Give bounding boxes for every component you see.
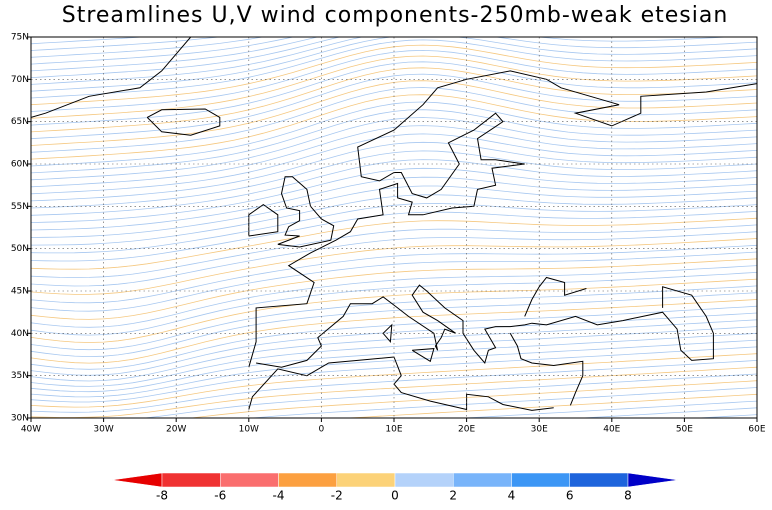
y-tick-label: 35N	[11, 371, 29, 381]
coastline	[622, 286, 714, 361]
x-tick-label: 0	[319, 425, 325, 435]
streamline	[247, 387, 757, 418]
x-tick-label: 20E	[458, 425, 475, 435]
coastline	[248, 203, 279, 237]
colorbar-segment	[336, 472, 396, 488]
streamline	[31, 278, 757, 343]
y-tick-label: 75N	[11, 33, 29, 43]
streamline	[575, 407, 757, 418]
x-tick-label: 30W	[93, 425, 113, 435]
streamline	[31, 299, 757, 364]
streamline	[31, 73, 757, 140]
colorbar-label: -8	[156, 489, 168, 503]
streamline	[31, 101, 757, 167]
streamline	[31, 37, 265, 58]
streamline	[31, 159, 757, 216]
streamline	[31, 292, 757, 358]
colorbar-label: 4	[508, 489, 516, 503]
colorbar-label: -4	[273, 489, 285, 503]
streamline	[17, 434, 772, 479]
colorbar-label: -6	[214, 489, 226, 503]
colorbar-label: -2	[331, 489, 343, 503]
streamline	[31, 244, 757, 304]
streamline	[31, 37, 757, 85]
y-tick-label: 60N	[11, 160, 29, 170]
streamline	[31, 203, 757, 254]
colorbar-segment	[453, 472, 512, 488]
colorbar-label: 8	[624, 489, 632, 503]
streamline	[31, 133, 757, 195]
map-frame	[30, 36, 758, 419]
streamline	[31, 150, 757, 209]
grid: 40W 30W 20W 10W 0 10E 20E 30E 40E 50E 60E 30N 35N 40N…	[11, 33, 766, 435]
x-tick-label: 30E	[531, 425, 548, 435]
streamline	[31, 141, 757, 202]
colorbar-segment	[278, 472, 337, 488]
coastline	[524, 276, 587, 317]
map-title: Streamlines U,V wind components-250mb-we…	[62, 3, 729, 28]
y-tick-label: 30N	[11, 414, 29, 424]
y-tick-label: 55N	[11, 202, 29, 212]
y-tick-label: 65N	[11, 117, 29, 127]
colorbar-segment	[394, 472, 454, 488]
y-tick-label: 45N	[11, 287, 29, 297]
x-tick-label: 20W	[166, 425, 186, 435]
streamline	[31, 37, 295, 65]
colorbar: -8 -6 -4 -2 0 2 4 6 8	[111, 472, 679, 503]
colorbar-end	[627, 472, 679, 488]
x-tick-label: 10E	[385, 425, 402, 435]
x-tick-label: 10W	[239, 425, 259, 435]
streamline	[31, 176, 757, 231]
streamline	[31, 326, 757, 387]
coastline	[146, 108, 221, 136]
streamline	[31, 167, 757, 224]
coastline	[248, 356, 554, 411]
streamline	[141, 373, 757, 418]
streamline	[31, 339, 757, 398]
y-tick-label: 70N	[11, 75, 29, 85]
y-tick-label: 40N	[11, 329, 29, 339]
colorbar-segment	[161, 472, 221, 488]
streamline	[31, 353, 757, 408]
colorbar-segment	[220, 472, 279, 488]
streamline	[31, 55, 757, 119]
colorbar-label: 2	[449, 489, 457, 503]
colorbar-label: 0	[391, 489, 399, 503]
colorbar-segment	[511, 472, 570, 488]
streamline	[31, 61, 757, 126]
coastlines	[31, 37, 757, 411]
streamline	[31, 251, 757, 312]
streamline	[31, 109, 757, 174]
x-tick-label: 60E	[748, 425, 765, 435]
x-tick-label: 50E	[676, 425, 693, 435]
streamline	[31, 37, 757, 92]
coastline	[248, 70, 757, 368]
coastline	[277, 176, 335, 248]
coastline	[411, 348, 435, 363]
streamline	[31, 37, 319, 72]
streamline	[31, 87, 757, 153]
streamline	[458, 400, 757, 418]
x-tick-label: 40W	[21, 425, 41, 435]
streamline	[31, 271, 757, 336]
streamline	[31, 49, 757, 112]
streamline	[31, 346, 757, 403]
coastline	[31, 37, 192, 118]
streamline	[31, 185, 757, 238]
colorbar-segment	[569, 472, 629, 488]
y-tick-label: 50N	[11, 244, 29, 254]
x-tick-label: 40E	[603, 425, 620, 435]
streamline	[31, 238, 757, 295]
streamline	[31, 194, 757, 246]
coastline	[256, 284, 623, 368]
coastline	[509, 333, 584, 406]
streamline	[31, 312, 757, 376]
colorbar-end	[111, 472, 163, 488]
colorbar-label: 6	[566, 489, 574, 503]
streamline	[31, 359, 757, 413]
streamline	[31, 37, 734, 79]
streamline	[31, 37, 222, 51]
